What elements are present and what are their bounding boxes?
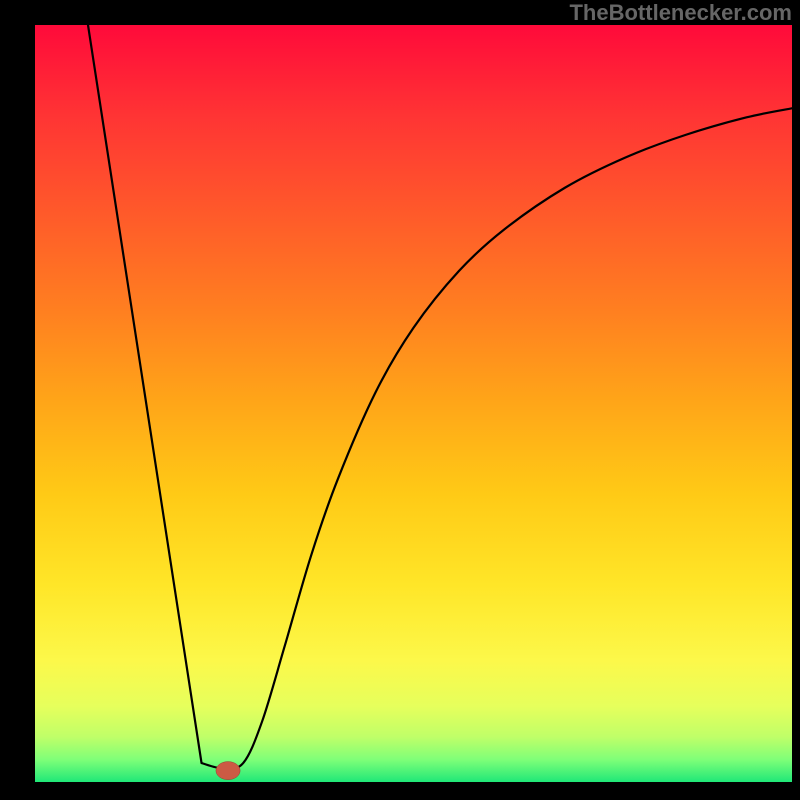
plot-area — [35, 25, 792, 782]
watermark-text: TheBottlenecker.com — [569, 0, 792, 26]
chart-container: TheBottlenecker.com — [0, 0, 800, 800]
bottleneck-curve — [88, 25, 792, 769]
plot-svg — [35, 25, 792, 782]
minimum-marker — [216, 762, 240, 780]
